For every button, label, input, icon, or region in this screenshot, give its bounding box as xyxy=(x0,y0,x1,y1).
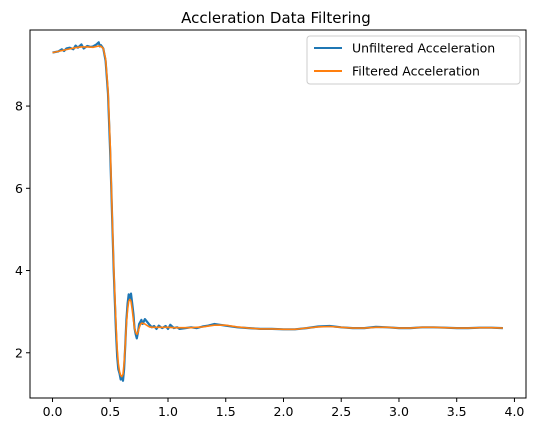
legend-label-unfiltered: Unfiltered Acceleration xyxy=(352,41,495,56)
x-tick-label: 2.0 xyxy=(274,404,294,419)
x-tick-label: 1.5 xyxy=(216,404,236,419)
x-tick-label: 3.5 xyxy=(447,404,467,419)
y-tick-label: 4 xyxy=(15,263,23,278)
series-layer xyxy=(52,41,503,382)
x-tick-label: 0.0 xyxy=(43,404,63,419)
series-line-filtered xyxy=(52,45,503,378)
legend-box xyxy=(306,35,521,85)
x-tick-label: 3.0 xyxy=(389,404,409,419)
x-tick-label: 1.0 xyxy=(158,404,178,419)
x-tick-label: 4.0 xyxy=(505,404,525,419)
legend: Unfiltered Acceleration Filtered Acceler… xyxy=(306,35,521,85)
x-axis: 0.0 0.5 1.0 1.5 2.0 2.5 3.0 3.5 4.0 xyxy=(43,398,525,419)
chart-title: Accleration Data Filtering xyxy=(181,9,371,27)
axes-frame xyxy=(29,29,527,399)
y-tick-label: 8 xyxy=(15,99,23,114)
y-tick-label: 6 xyxy=(15,181,23,196)
x-tick-label: 0.5 xyxy=(100,404,120,419)
y-axis: 2 4 6 8 xyxy=(15,99,30,360)
legend-label-filtered: Filtered Acceleration xyxy=(352,64,480,79)
y-tick-label: 2 xyxy=(15,345,23,360)
x-tick-label: 2.5 xyxy=(331,404,351,419)
series-line-unfiltered xyxy=(52,41,503,382)
plot-area xyxy=(29,29,527,399)
